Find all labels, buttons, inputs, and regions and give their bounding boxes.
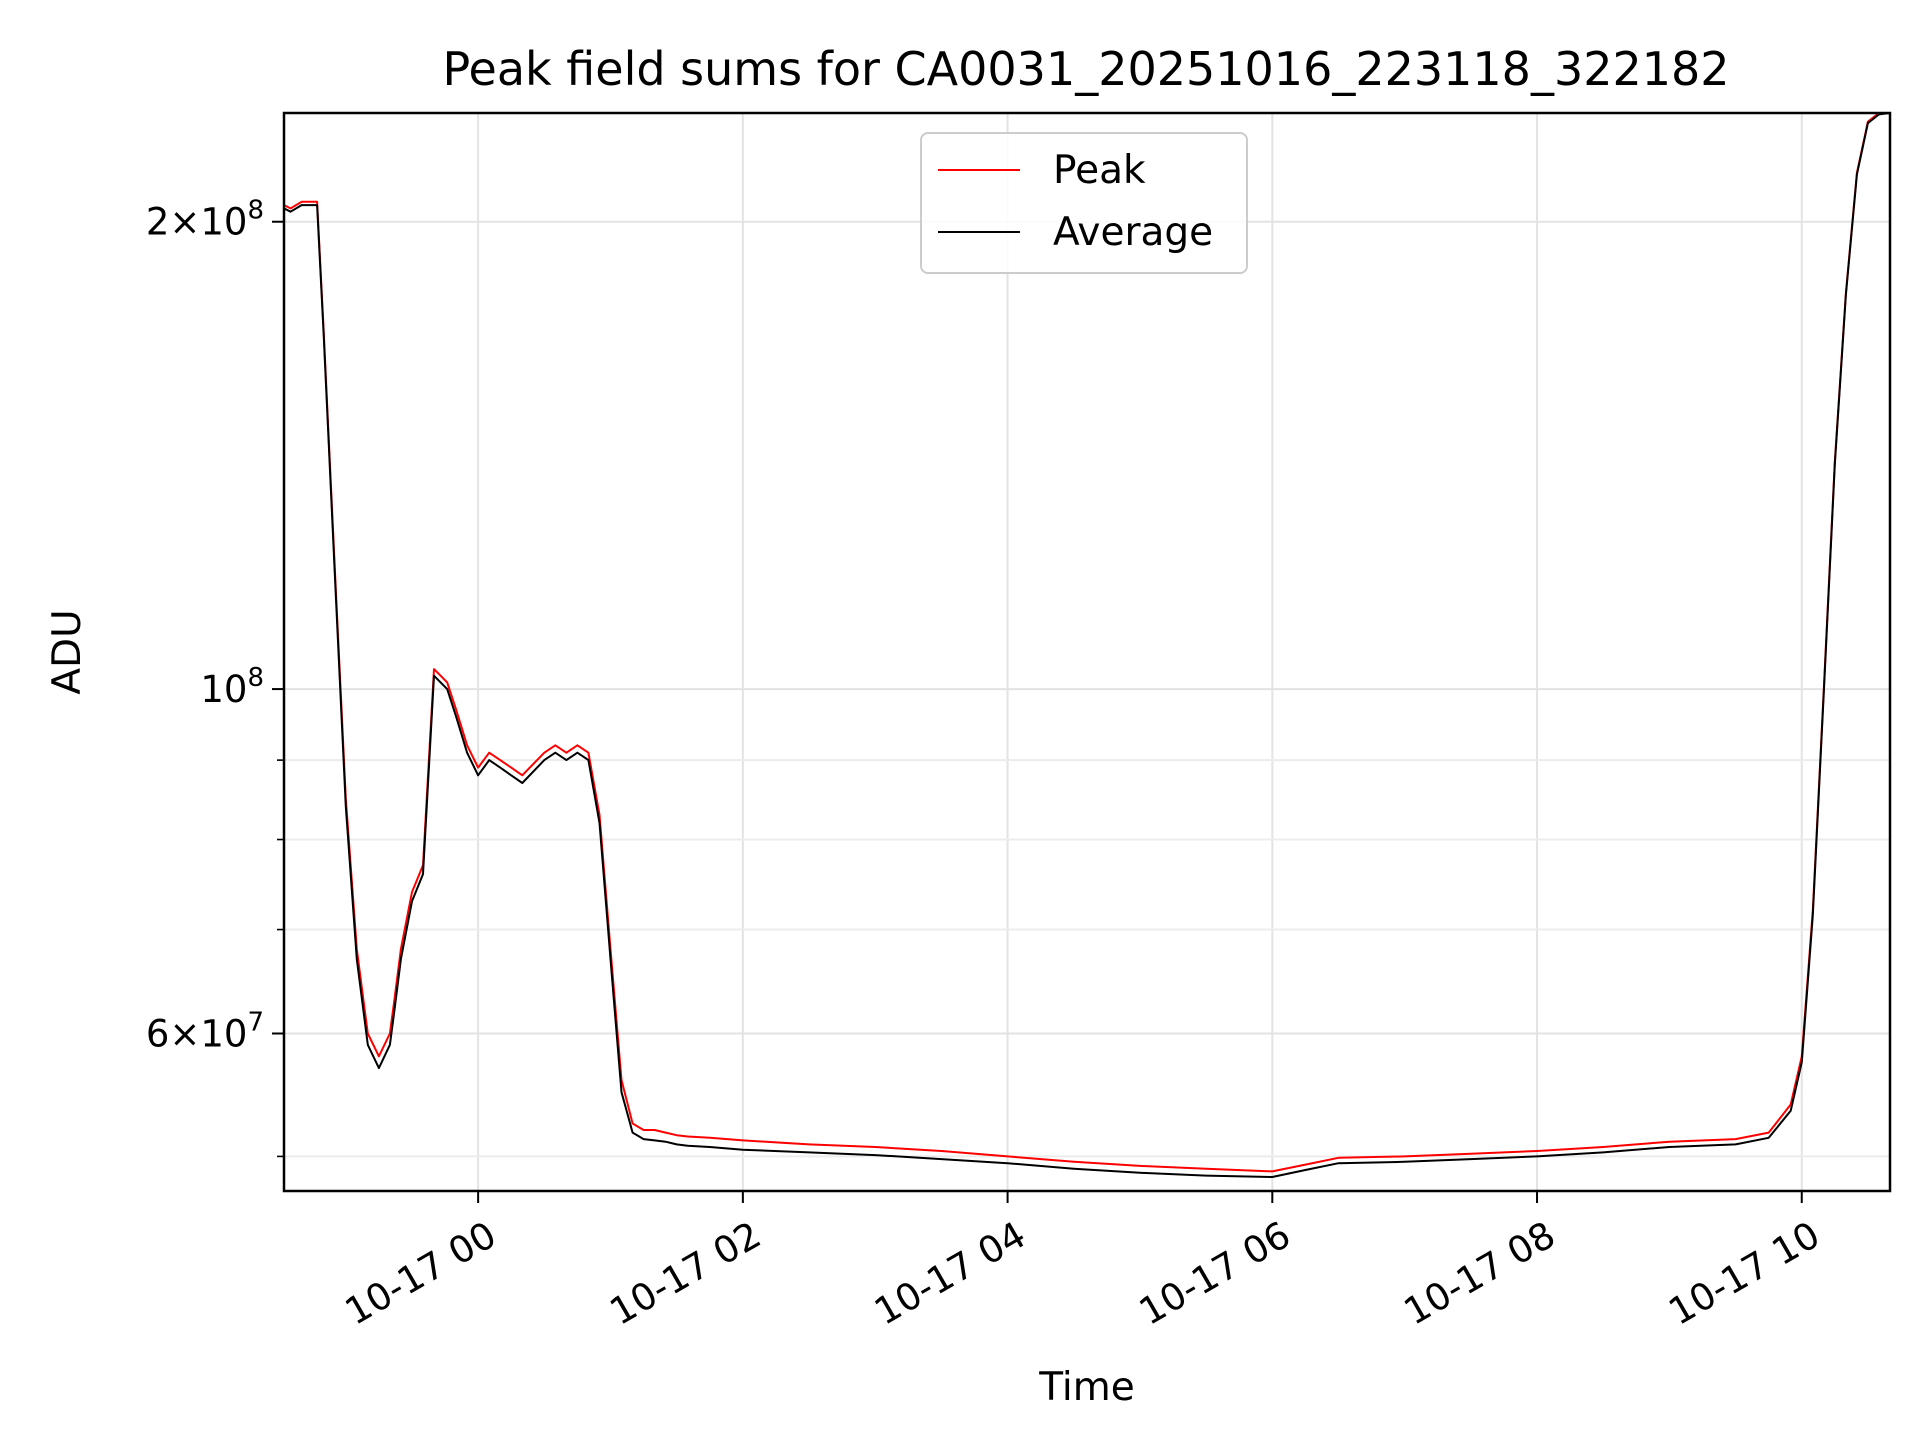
legend-label-average: Average xyxy=(1053,210,1213,255)
chart-title: Peak field sums for CA0031_20251016_2231… xyxy=(442,42,1729,96)
legend-box xyxy=(920,132,1248,274)
grid xyxy=(284,113,1890,1191)
y-tick-label: 108 xyxy=(200,663,264,711)
legend: Peak Average xyxy=(920,132,1248,274)
plot-area-frame xyxy=(282,111,1892,1193)
y-axis-label: ADU xyxy=(45,609,90,694)
series-line-peak xyxy=(284,113,1890,1173)
x-axis-label: Time xyxy=(1038,1365,1134,1410)
legend-label-peak: Peak xyxy=(1053,148,1146,193)
y-tick-label: 2×108 xyxy=(146,196,264,244)
series-line-average xyxy=(284,113,1890,1178)
series-layer xyxy=(284,113,1890,1178)
y-tick-label: 6×107 xyxy=(146,1007,264,1055)
